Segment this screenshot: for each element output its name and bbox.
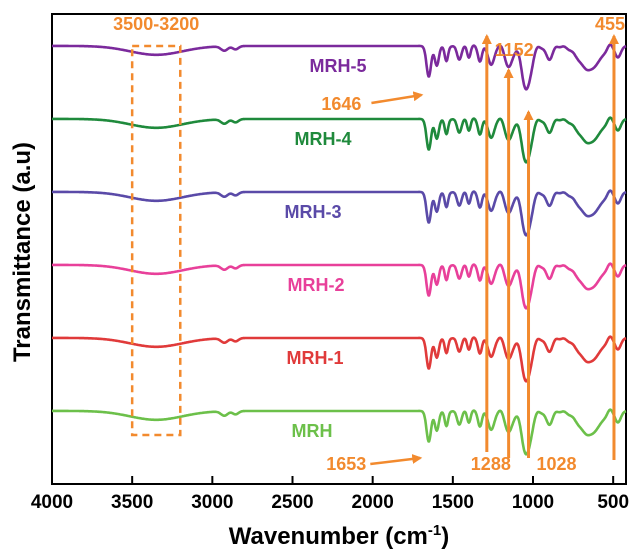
series-label: MRH: [292, 421, 333, 441]
series-line: [51, 262, 627, 310]
region-box: [130, 44, 182, 437]
region-label: 3500-3200: [113, 14, 199, 34]
label-1028: 1028: [537, 454, 577, 474]
x-axis-title-sup: -1: [428, 522, 441, 539]
label-1653: 1653: [326, 454, 366, 474]
series-label: MRH-3: [285, 202, 342, 222]
x-tick-label: 2500: [271, 492, 313, 513]
x-axis-ticks: 4000 3500 3000 2500 2000 1500 1000 500: [31, 476, 629, 513]
plot-frame: [51, 13, 627, 485]
x-axis-title-main: Wavenumber (cm: [229, 523, 428, 550]
label-1646: 1646: [321, 94, 361, 114]
x-tick-label: 3000: [191, 492, 233, 513]
series-line: [51, 43, 627, 91]
series-line: [51, 189, 627, 237]
arrow-1653: [370, 453, 423, 466]
series-label: MRH-4: [295, 129, 352, 149]
arrow-1646: [371, 91, 424, 105]
series-line: [51, 116, 627, 164]
x-tick-label: 500: [597, 492, 629, 513]
series-label: MRH-1: [287, 348, 344, 368]
x-tick-label: 3500: [111, 492, 153, 513]
x-tick-label: 1000: [512, 492, 554, 513]
label-1288: 1288: [471, 454, 511, 474]
label-1152: 1152: [495, 40, 534, 60]
series-line: [51, 408, 627, 456]
annotation-layer: 3500-3200 1646 1653 1152 1288 1028 455: [113, 14, 625, 474]
x-axis-title-end: ): [441, 523, 449, 550]
x-axis-title: Wavenumber (cm-1): [229, 522, 450, 550]
y-axis-title: Transmittance (a.u): [9, 142, 36, 362]
x-tick-label: 2000: [352, 492, 394, 513]
label-455: 455: [595, 14, 625, 34]
series-label: MRH-2: [288, 275, 345, 295]
series-line: [51, 335, 627, 383]
series-label: MRH-5: [310, 56, 367, 76]
x-tick-label: 1500: [432, 492, 474, 513]
x-tick-label: 4000: [31, 492, 73, 513]
series-layer: MRH-5 MRH-4 MRH-3 MRH-2 MRH-1 MRH: [51, 43, 627, 456]
